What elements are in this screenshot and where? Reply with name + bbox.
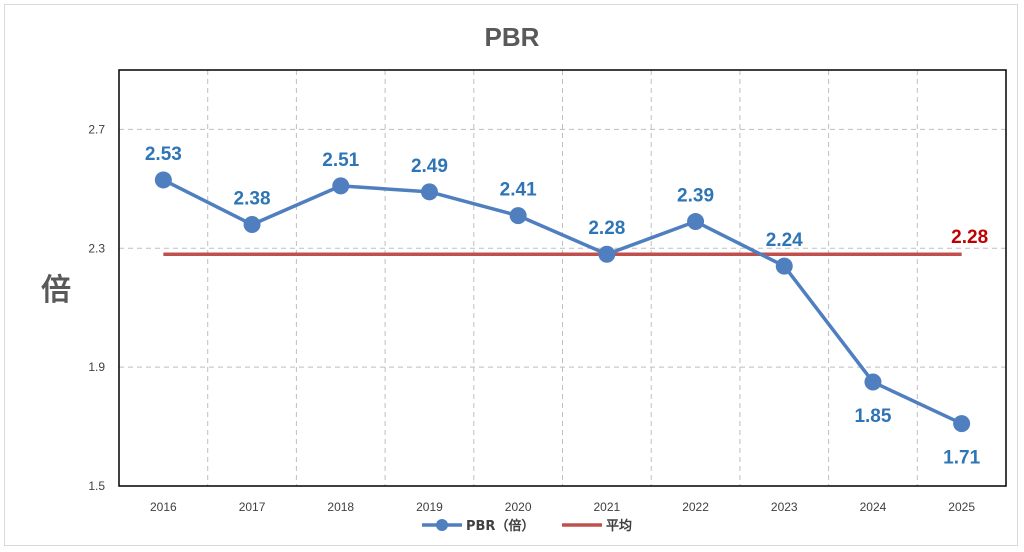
x-tick-label: 2016 bbox=[150, 500, 177, 514]
pbr-data-label: 2.49 bbox=[411, 156, 448, 177]
pbr-point bbox=[420, 183, 438, 201]
pbr-point bbox=[687, 213, 705, 231]
pbr-point bbox=[332, 177, 350, 195]
x-tick-label: 2023 bbox=[771, 500, 798, 514]
x-tick-label: 2025 bbox=[948, 500, 975, 514]
pbr-data-label: 2.39 bbox=[677, 186, 714, 207]
pbr-point bbox=[598, 245, 616, 263]
pbr-point bbox=[953, 415, 971, 433]
pbr-data-label: 1.71 bbox=[943, 448, 980, 469]
x-tick-label: 2017 bbox=[239, 500, 266, 514]
legend-pbr-label: PBR（倍） bbox=[466, 518, 534, 534]
average-series: 2.28 bbox=[163, 227, 988, 256]
x-tick-label: 2018 bbox=[327, 500, 354, 514]
pbr-point bbox=[243, 216, 261, 234]
pbr-data-label: 1.85 bbox=[854, 406, 891, 427]
pbr-line bbox=[162, 178, 963, 426]
y-tick-label: 2.7 bbox=[88, 122, 105, 136]
pbr-point bbox=[775, 257, 793, 275]
average-data-label: 2.28 bbox=[951, 227, 988, 248]
grid-lines bbox=[119, 70, 1006, 486]
pbr-data-label: 2.28 bbox=[588, 218, 625, 239]
plot-area-border bbox=[118, 69, 1007, 487]
pbr-point bbox=[864, 373, 882, 391]
legend: PBR（倍） 平均 bbox=[422, 518, 632, 534]
chart-frame bbox=[4, 4, 1018, 546]
y-ticks: 1.5 1.9 2.3 2.7 bbox=[88, 122, 105, 493]
y-tick-label: 2.3 bbox=[88, 241, 105, 255]
legend-pbr-marker bbox=[436, 519, 448, 531]
pbr-data-label: 2.53 bbox=[145, 144, 182, 165]
pbr-data-label: 2.51 bbox=[322, 150, 359, 171]
pbr-data-label: 2.41 bbox=[500, 180, 537, 201]
x-ticks: 2016 2017 2018 2019 2020 2021 2022 2023 2024 2025 bbox=[150, 500, 975, 514]
pbr-data-label: 2.38 bbox=[234, 189, 271, 210]
y-tick-label: 1.5 bbox=[88, 479, 105, 493]
x-tick-label: 2024 bbox=[860, 500, 887, 514]
x-tick-label: 2022 bbox=[682, 500, 709, 514]
y-tick-label: 1.9 bbox=[88, 360, 105, 374]
pbr-data-label: 2.24 bbox=[766, 230, 803, 251]
y-axis-label: 倍 bbox=[41, 273, 71, 308]
chart-title: PBR bbox=[485, 22, 540, 52]
x-tick-label: 2020 bbox=[505, 500, 532, 514]
x-tick-label: 2019 bbox=[416, 500, 443, 514]
legend-average-label: 平均 bbox=[606, 518, 632, 534]
pbr-series: 2.53 2.38 2.51 2.49 2.41 2.28 2.39 2.24 1.85 1.71 bbox=[145, 144, 981, 469]
pbr-point bbox=[154, 171, 172, 189]
pbr-point bbox=[509, 207, 527, 225]
x-tick-label: 2021 bbox=[593, 500, 620, 514]
